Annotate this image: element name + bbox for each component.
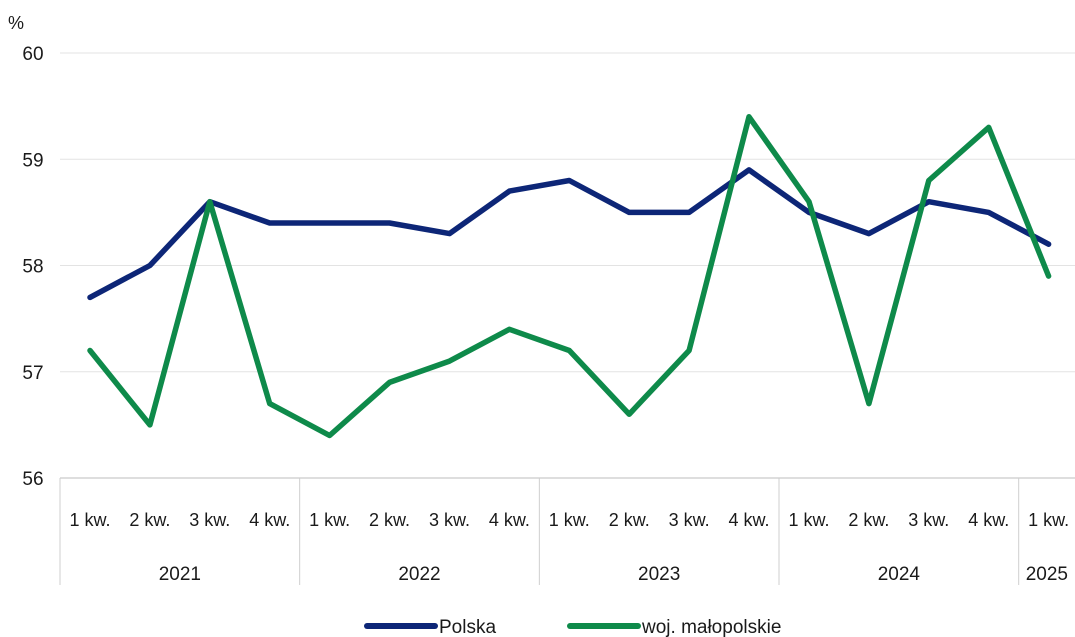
legend-label: Polska [439,617,496,637]
series-line-malopolskie [87,114,1052,439]
y-axis-ticks: 56 57 58 59 60 [22,44,43,490]
y-tick-label: 57 [22,363,43,384]
quarter-label: 1 kw. [69,510,110,530]
quarter-label: 3 kw. [189,510,230,530]
series-line-polska [87,167,1052,301]
quarter-label: 1 kw. [788,510,829,530]
legend: Polska woj. małopolskie [364,617,781,637]
quarter-label: 1 kw. [1028,510,1069,530]
quarter-label: 4 kw. [968,510,1009,530]
y-tick-label: 58 [22,257,43,278]
quarter-label: 2 kw. [848,510,889,530]
x-axis: 2021 2022 2023 2024 2025 1 kw. 2 kw. 3 kw. 4 kw.… [59,477,1075,585]
y-tick-label: 60 [22,44,43,65]
quarter-label: 2 kw. [129,510,170,530]
y-tick-label: 59 [22,150,43,171]
quarter-label: 1 kw. [309,510,350,530]
quarter-label: 4 kw. [249,510,290,530]
quarter-label: 3 kw. [669,510,710,530]
year-label: 2024 [878,564,921,585]
quarter-label: 4 kw. [489,510,530,530]
year-label: 2023 [638,564,680,585]
year-label: 2021 [159,564,201,585]
year-label: 2025 [1026,564,1068,585]
year-label: 2022 [398,564,440,585]
quarter-label: 3 kw. [429,510,470,530]
quarter-label: 4 kw. [729,510,770,530]
quarter-label: 3 kw. [908,510,949,530]
quarter-label: 2 kw. [369,510,410,530]
y-axis-unit-label: % [8,13,24,33]
legend-label: woj. małopolskie [641,617,781,637]
series-lines [87,114,1052,439]
quarter-label: 2 kw. [609,510,650,530]
y-tick-label: 56 [22,469,43,490]
quarter-label: 1 kw. [549,510,590,530]
